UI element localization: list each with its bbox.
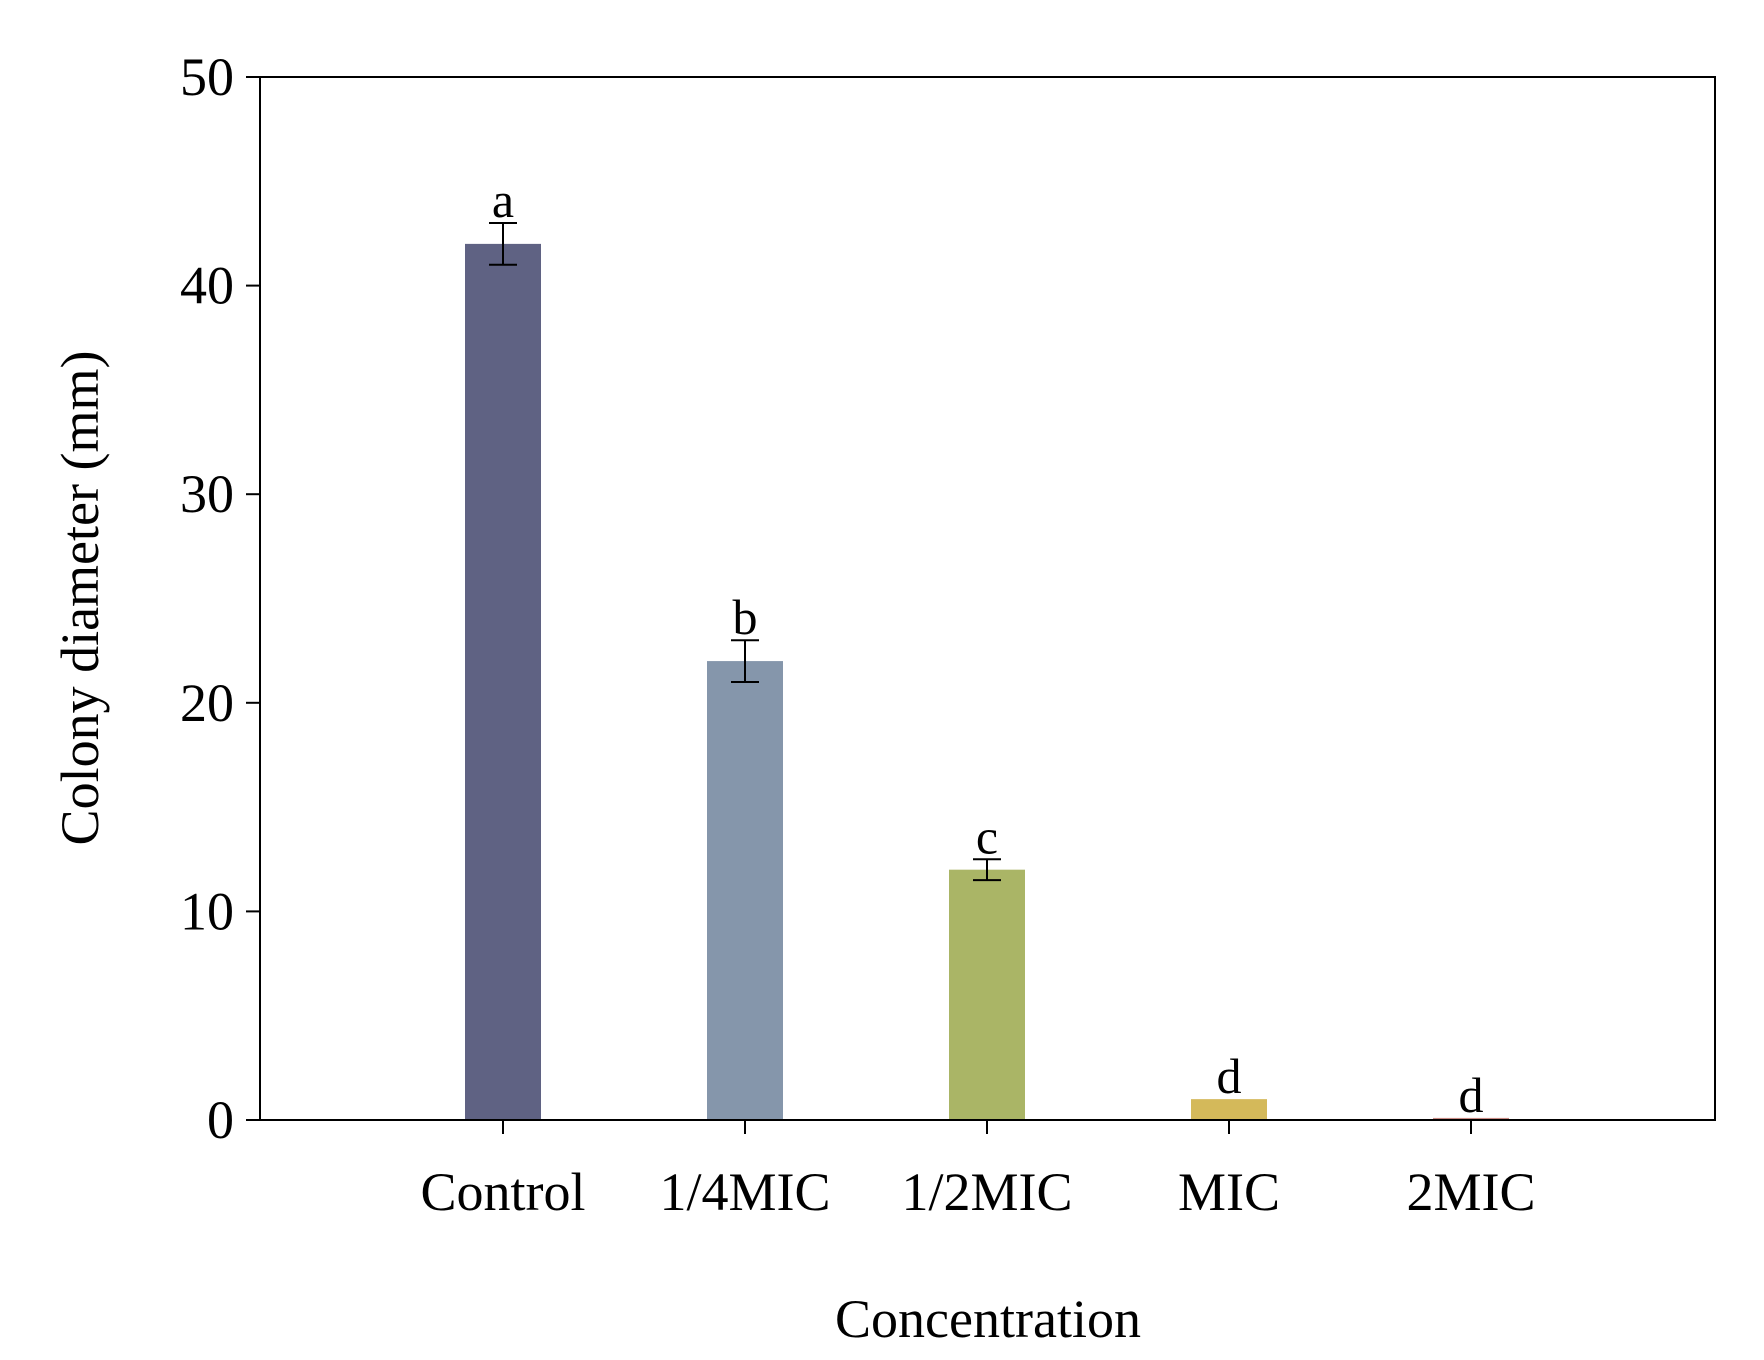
- x-tick-label: 2MIC: [1406, 1162, 1535, 1222]
- x-tick-label: 1/4MIC: [659, 1162, 830, 1222]
- plot-frame: [259, 76, 1716, 1121]
- x-tick-label: MIC: [1178, 1162, 1280, 1222]
- y-tick-label: 30: [180, 464, 234, 524]
- x-tick-label: Control: [420, 1162, 585, 1222]
- significance-label: c: [976, 808, 998, 864]
- x-tick-label: 1/2MIC: [901, 1162, 1072, 1222]
- y-tick-label: 20: [180, 673, 234, 733]
- y-tick-label: 10: [180, 881, 234, 941]
- bar-1-2mic: [949, 869, 1025, 1120]
- significance-label: b: [733, 589, 758, 645]
- significance-label: d: [1217, 1048, 1242, 1104]
- bar-2mic: [1433, 1117, 1509, 1120]
- y-axis-title: Colony diameter (mm): [50, 351, 110, 846]
- y-tick-label: 50: [180, 47, 234, 107]
- y-tick-label: 0: [207, 1090, 234, 1150]
- y-tick-label: 40: [180, 256, 234, 316]
- bar-mic: [1191, 1099, 1267, 1120]
- significance-label: a: [492, 172, 514, 228]
- significance-label: d: [1459, 1067, 1484, 1123]
- bar-1-4mic: [707, 661, 783, 1120]
- bar-control: [465, 243, 541, 1120]
- x-axis-title: Concentration: [835, 1289, 1141, 1349]
